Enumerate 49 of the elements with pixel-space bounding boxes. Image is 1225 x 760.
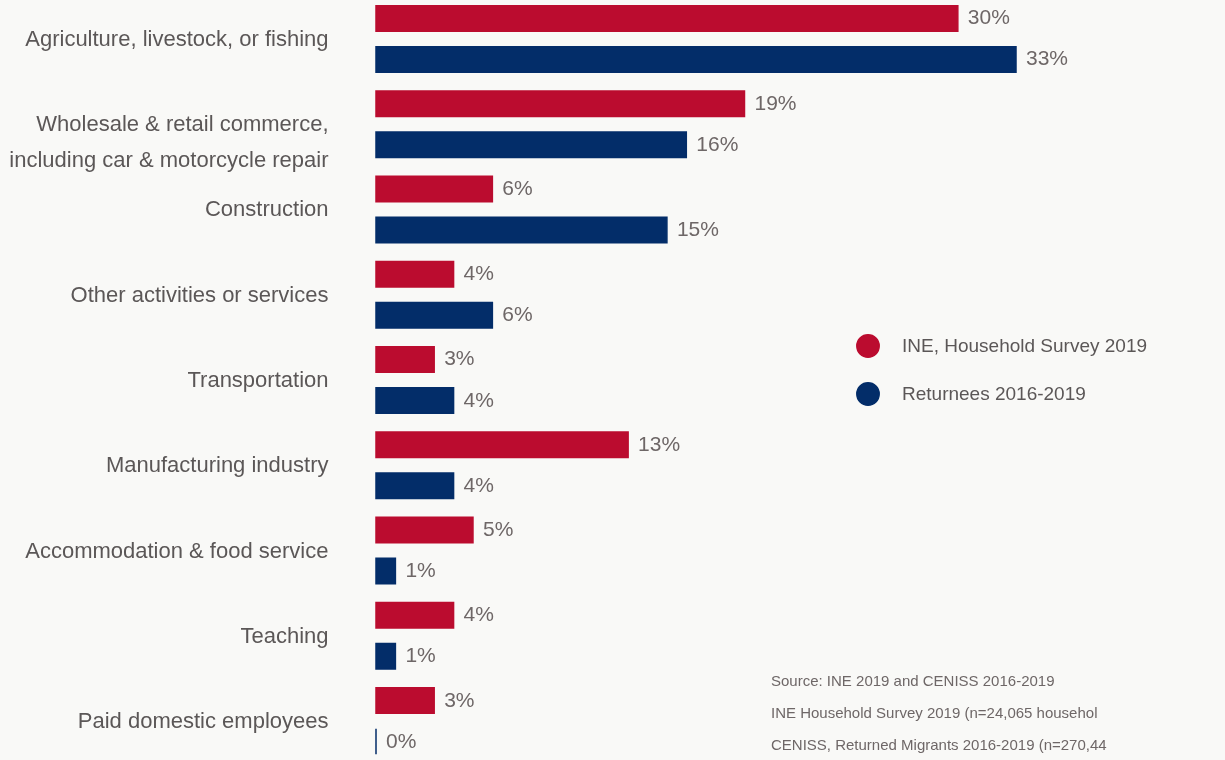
annotation: Source: INE 2019 and CENISS 2016-2019	[771, 672, 1055, 689]
legend-label: Returnees 2016-2019	[902, 383, 1086, 404]
bar	[375, 260, 455, 288]
data-label: 4%	[463, 387, 494, 411]
data-label: 13%	[638, 431, 681, 455]
bar	[375, 557, 397, 585]
y-tick-label: Paid domestic employees	[77, 708, 329, 734]
y-tick-label: Teaching	[240, 622, 329, 648]
data-label: 19%	[754, 90, 797, 114]
bar	[375, 387, 455, 414]
y-tick-label: Transportation	[187, 367, 329, 392]
data-label: 16%	[696, 131, 739, 155]
y-tick-label: Agriculture, livestock, or fishing	[25, 25, 329, 51]
annotation: CENISS, Returned Migrants 2016-2019 (n=270,44	[771, 736, 1107, 753]
data-label: 15%	[676, 217, 719, 240]
data-label: 1%	[405, 643, 436, 667]
bar	[375, 472, 455, 500]
bar	[375, 216, 668, 244]
data-label: 6%	[502, 175, 533, 199]
data-label: 3%	[444, 346, 475, 370]
legend-label: INE, Household Survey 2019	[902, 335, 1148, 356]
bar	[375, 642, 397, 670]
data-label: 4%	[463, 472, 494, 496]
data-label: 3%	[444, 687, 475, 711]
bar	[375, 4, 959, 32]
bar	[375, 431, 629, 459]
data-label: 0%	[386, 728, 417, 752]
data-label: 4%	[463, 261, 494, 285]
y-tick-label: Other activities or services	[70, 281, 329, 307]
bar	[375, 301, 494, 329]
bar	[375, 687, 435, 714]
bar	[375, 90, 746, 118]
data-label: 1%	[405, 558, 436, 582]
y-tick-label: Accommodation & food service	[25, 537, 329, 563]
data-label: 5%	[482, 517, 514, 540]
bar	[375, 601, 455, 629]
bar	[375, 175, 494, 203]
data-label: 6%	[502, 302, 533, 326]
y-tick-label: Wholesale & retail commerce, including car & motorcycle repair	[9, 111, 329, 173]
bar	[375, 46, 1017, 73]
y-tick-label: Construction	[204, 196, 329, 222]
data-label: 30%	[967, 5, 1010, 29]
bar	[375, 346, 435, 373]
annotation: INE Household Survey 2019 (n=24,065 househol	[771, 704, 1098, 721]
y-tick-label: Manufacturing industry	[105, 452, 329, 478]
data-label: 4%	[463, 602, 494, 626]
bar	[375, 516, 474, 544]
bar	[375, 131, 688, 159]
data-label: 33%	[1026, 46, 1069, 70]
